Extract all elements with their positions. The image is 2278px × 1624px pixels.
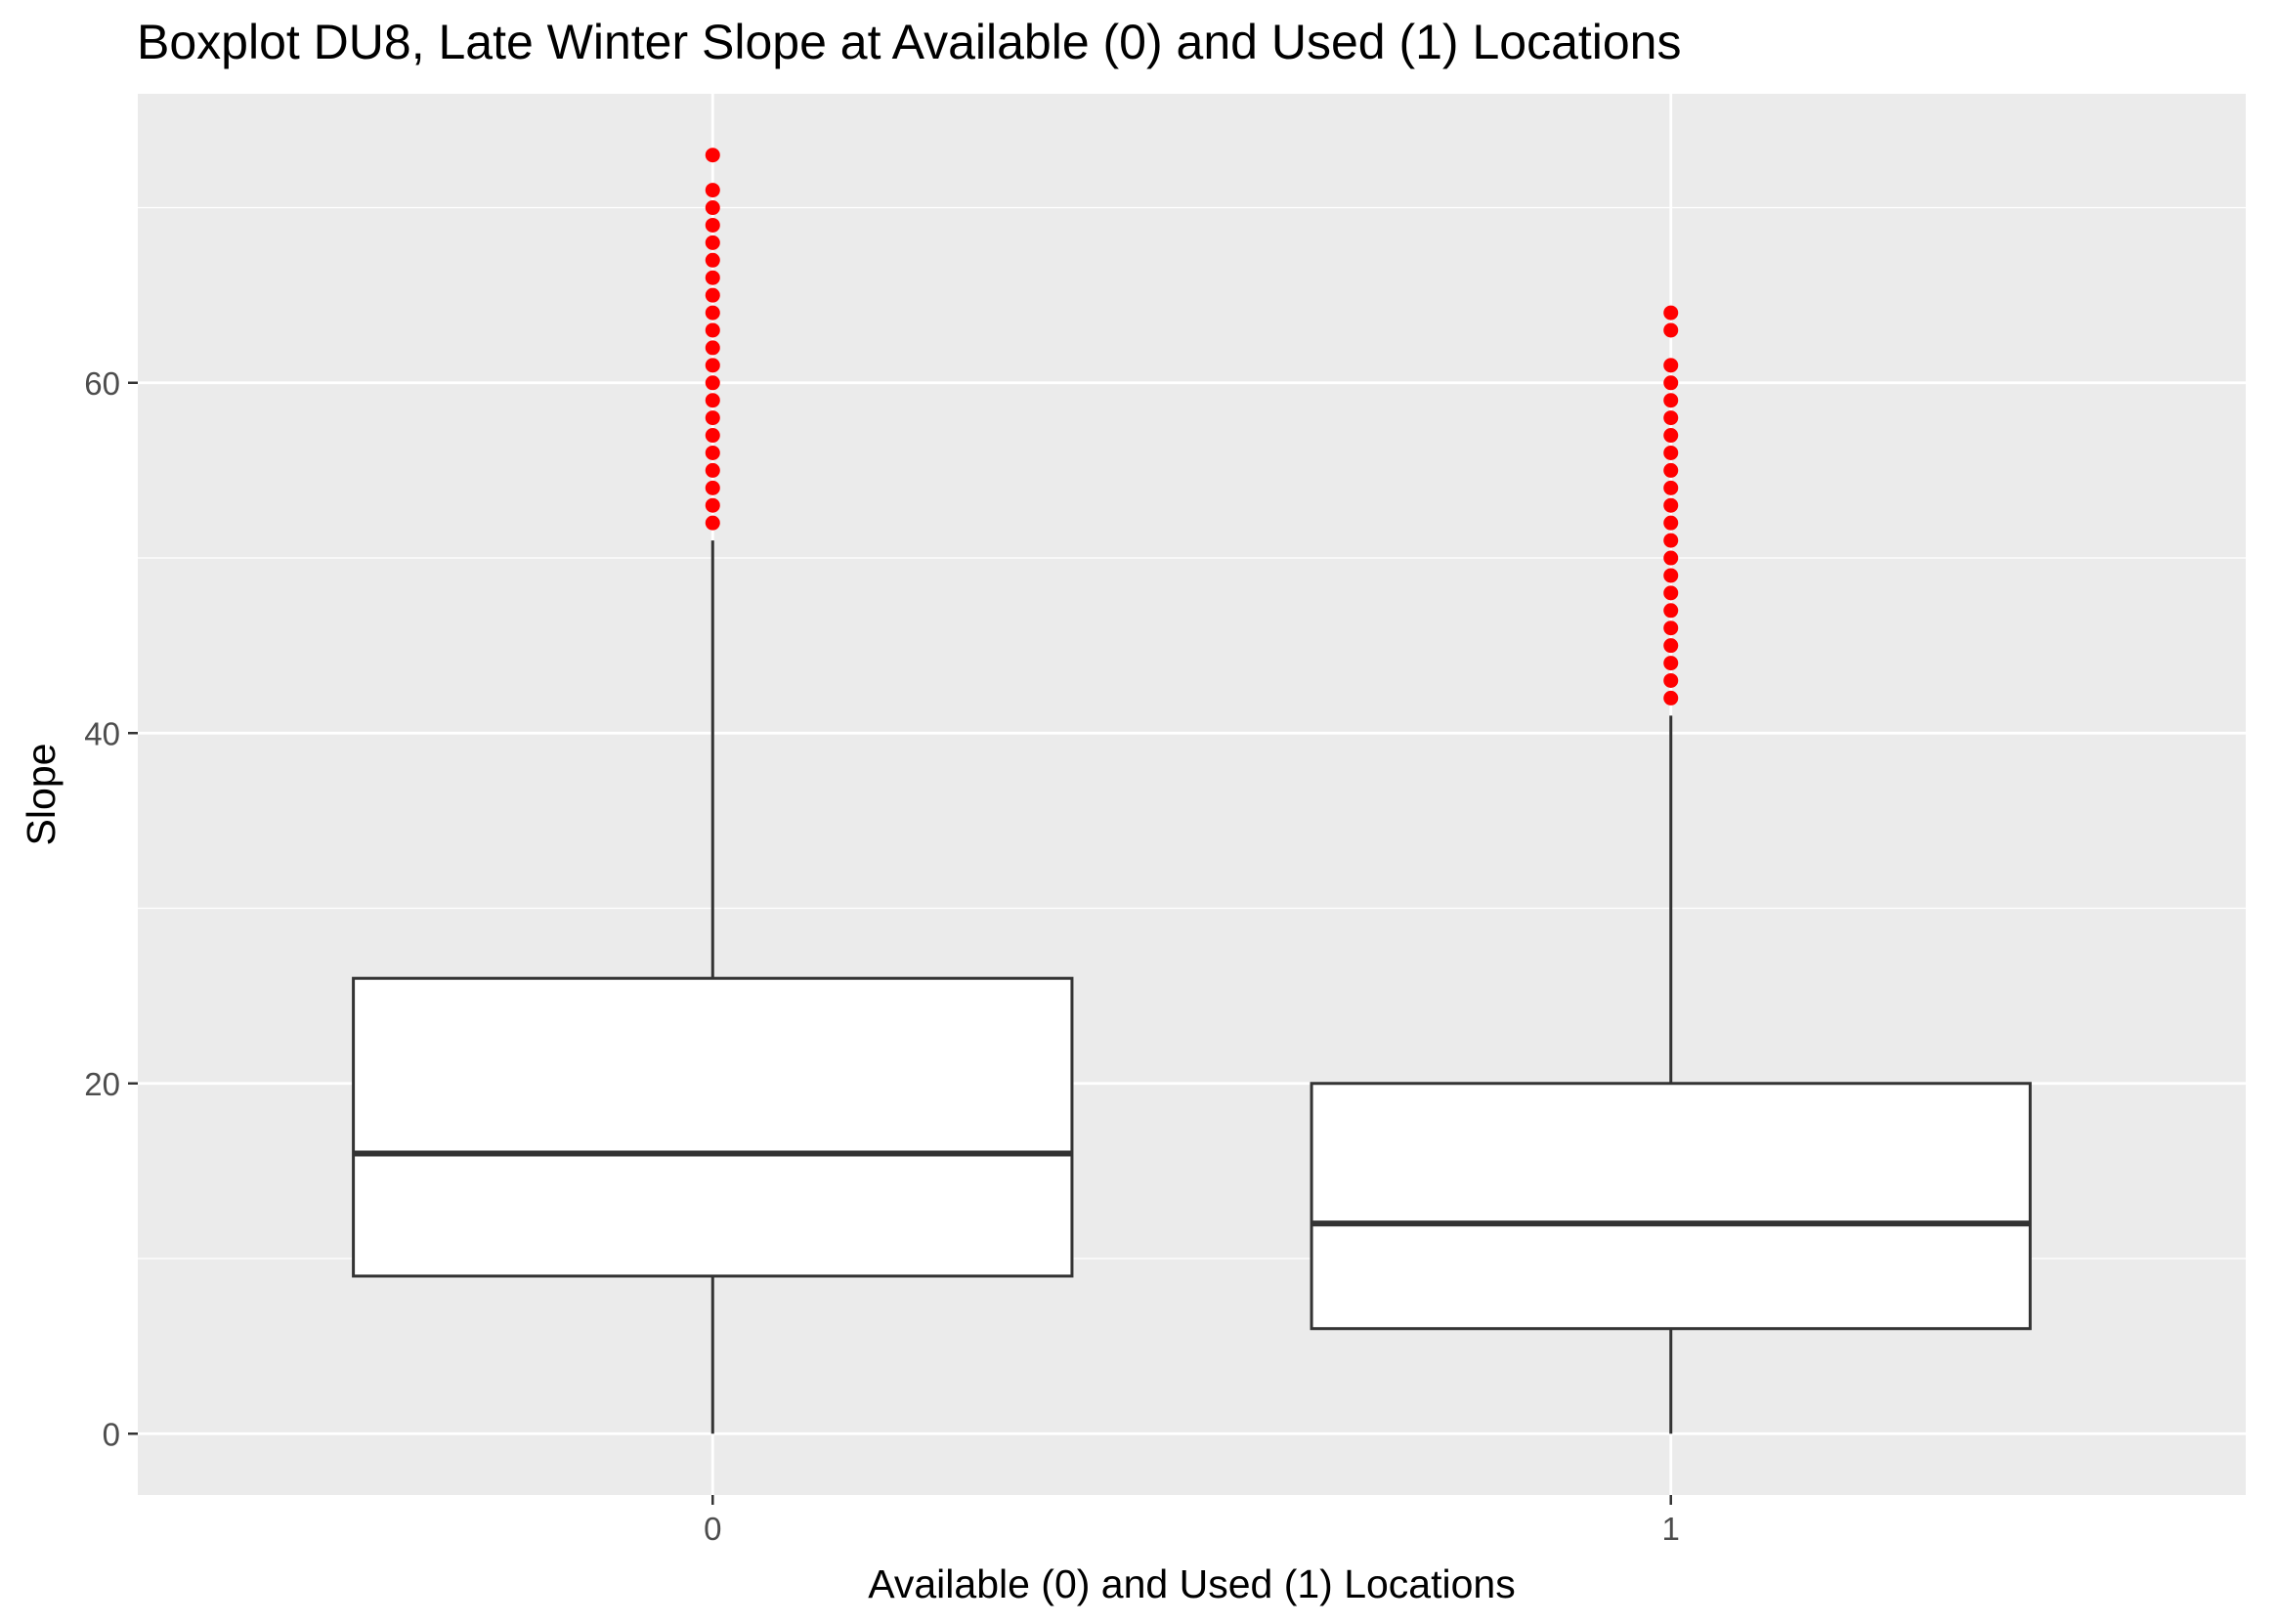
- outlier-point: [705, 410, 720, 426]
- outlier-point: [1663, 585, 1679, 601]
- outlier-point: [1663, 550, 1679, 566]
- outlier-point: [705, 252, 720, 268]
- outlier-point: [705, 428, 720, 444]
- boxes: [352, 540, 2032, 1434]
- outlier-point: [1663, 620, 1679, 636]
- y-tick-label: 40: [84, 715, 120, 751]
- y-tick-label: 0: [103, 1416, 120, 1452]
- outlier-point: [1663, 533, 1679, 548]
- y-tick-label: 60: [84, 365, 120, 402]
- outlier-point: [1663, 445, 1679, 460]
- outlier-point: [1663, 603, 1679, 619]
- outlier-point: [705, 322, 720, 338]
- outlier-point: [1663, 410, 1679, 426]
- outlier-point: [1663, 375, 1679, 391]
- chart-title: Boxplot DU8, Late Winter Slope at Availa…: [137, 15, 1682, 69]
- outlier-point: [1663, 358, 1679, 373]
- box-1: [1310, 715, 2032, 1434]
- outlier-point: [705, 480, 720, 495]
- outlier-point: [705, 200, 720, 216]
- box-0: [352, 540, 1074, 1434]
- outlier-point: [705, 148, 720, 163]
- outlier-point: [1663, 393, 1679, 408]
- outlier-point: [1663, 462, 1679, 478]
- outlier-point: [705, 445, 720, 460]
- outlier-point: [1663, 638, 1679, 654]
- x-tick-label: 1: [1662, 1511, 1680, 1547]
- outlier-point: [1663, 497, 1679, 513]
- outlier-point: [1663, 690, 1679, 705]
- outlier-point: [705, 393, 720, 408]
- outlier-point: [705, 287, 720, 303]
- outlier-point: [705, 217, 720, 233]
- outlier-point: [705, 340, 720, 356]
- outlier-point: [705, 515, 720, 531]
- outlier-point: [1663, 305, 1679, 321]
- outlier-point: [705, 183, 720, 198]
- axes: 0 20 40 60 0 1: [84, 365, 1680, 1547]
- y-axis-title: Slope: [19, 744, 64, 846]
- x-axis-title: Available (0) and Used (1) Locations: [868, 1561, 1515, 1606]
- outlier-point: [1663, 322, 1679, 338]
- box-iqr: [1310, 1082, 2032, 1331]
- outlier-point: [705, 497, 720, 513]
- y-tick-label: 20: [84, 1066, 120, 1102]
- outlier-point: [705, 358, 720, 373]
- outlier-point: [1663, 672, 1679, 688]
- outlier-point: [705, 270, 720, 285]
- outlier-point: [1663, 428, 1679, 444]
- box-iqr: [352, 976, 1074, 1278]
- outlier-point: [705, 462, 720, 478]
- outlier-point: [1663, 480, 1679, 495]
- outlier-point: [1663, 515, 1679, 531]
- outlier-points: [705, 148, 1679, 705]
- outlier-point: [705, 235, 720, 250]
- outlier-point: [705, 305, 720, 321]
- outlier-point: [705, 375, 720, 391]
- x-tick-label: 0: [704, 1511, 721, 1547]
- outlier-point: [1663, 656, 1679, 671]
- outlier-point: [1663, 568, 1679, 583]
